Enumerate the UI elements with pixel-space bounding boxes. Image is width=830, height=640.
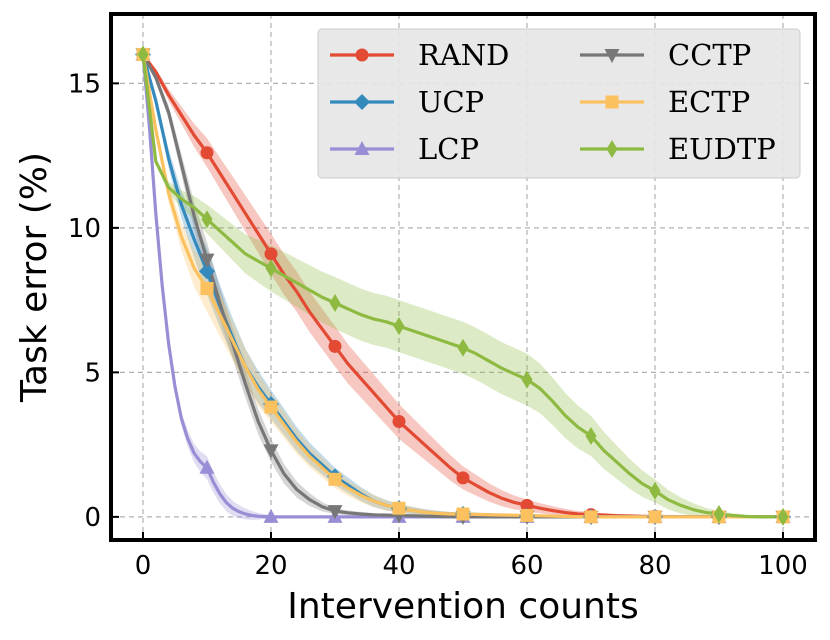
legend-label-eudtp: EUDTP (668, 132, 776, 166)
legend-label-ectp: ECTP (668, 85, 750, 119)
rand-marker (264, 247, 278, 261)
eudtp-marker (265, 259, 277, 278)
legend-label-lcp: LCP (418, 132, 479, 166)
rand-marker (520, 498, 534, 512)
axis-ticks: 0 20 40 60 80 100 0 5 10 15 (68, 69, 808, 581)
legend-marker-eudtp (606, 140, 618, 158)
eudtp-marker (137, 45, 149, 64)
ectp-marker (584, 510, 598, 524)
y-tick-label: 5 (84, 358, 101, 388)
x-axis-label: Intervention counts (287, 586, 639, 627)
plot-frame (109, 12, 817, 542)
eudtp-marker (649, 481, 661, 500)
legend-label-cctp: CCTP (668, 38, 751, 72)
legend-marker-ucp (354, 94, 370, 110)
cctp-marker (327, 505, 343, 520)
x-tick-label: 0 (135, 551, 152, 581)
rand-marker (456, 471, 470, 485)
eudtp-marker (777, 507, 789, 526)
y-tick-label: 15 (68, 69, 101, 99)
eudtp-marker (329, 294, 341, 313)
y-axis-label: Task error (%) (14, 152, 55, 403)
legend-marker-ectp (605, 95, 619, 109)
legend-marker-lcp (354, 141, 370, 155)
ectp-marker (392, 501, 406, 515)
eudtp-marker (713, 504, 725, 523)
eudtp-marker (457, 338, 469, 357)
ectp-marker (520, 508, 534, 522)
eudtp-marker (201, 210, 213, 229)
ucp-marker (199, 263, 215, 280)
lcp-marker (263, 508, 279, 523)
legend-label-rand: RAND (418, 38, 509, 72)
eudtp-marker (393, 317, 405, 336)
legend-marker-cctp (604, 49, 620, 63)
ectp-marker (200, 282, 214, 296)
y-tick-label: 10 (68, 214, 101, 244)
series-markers (135, 45, 791, 526)
lcp-marker (199, 459, 215, 474)
cctp-marker (263, 444, 279, 459)
eudtp-marker (521, 370, 533, 389)
x-tick-label: 40 (382, 551, 415, 581)
x-tick-label: 80 (638, 551, 671, 581)
x-tick-label: 60 (510, 551, 543, 581)
rand-marker (328, 339, 342, 353)
rand-marker (392, 415, 406, 429)
legend-marker-rand (355, 48, 369, 62)
x-tick-label: 100 (758, 551, 808, 581)
legend-box (317, 28, 801, 179)
eudtp-band (143, 54, 783, 519)
x-tick-label: 20 (254, 551, 287, 581)
ectp-marker (264, 400, 278, 414)
ectp-marker (456, 507, 470, 521)
cctp-marker (199, 253, 215, 268)
legend-label-ucp: UCP (418, 85, 484, 119)
cctp-line (141, 53, 783, 519)
ectp-marker (328, 472, 342, 486)
legend: RAND UCP LCP CCTP ECTP EUDTP (317, 28, 801, 179)
y-tick-label: 0 (84, 503, 101, 533)
ectp-marker (648, 510, 662, 524)
eudtp-marker (585, 426, 597, 445)
rand-marker (200, 146, 214, 160)
